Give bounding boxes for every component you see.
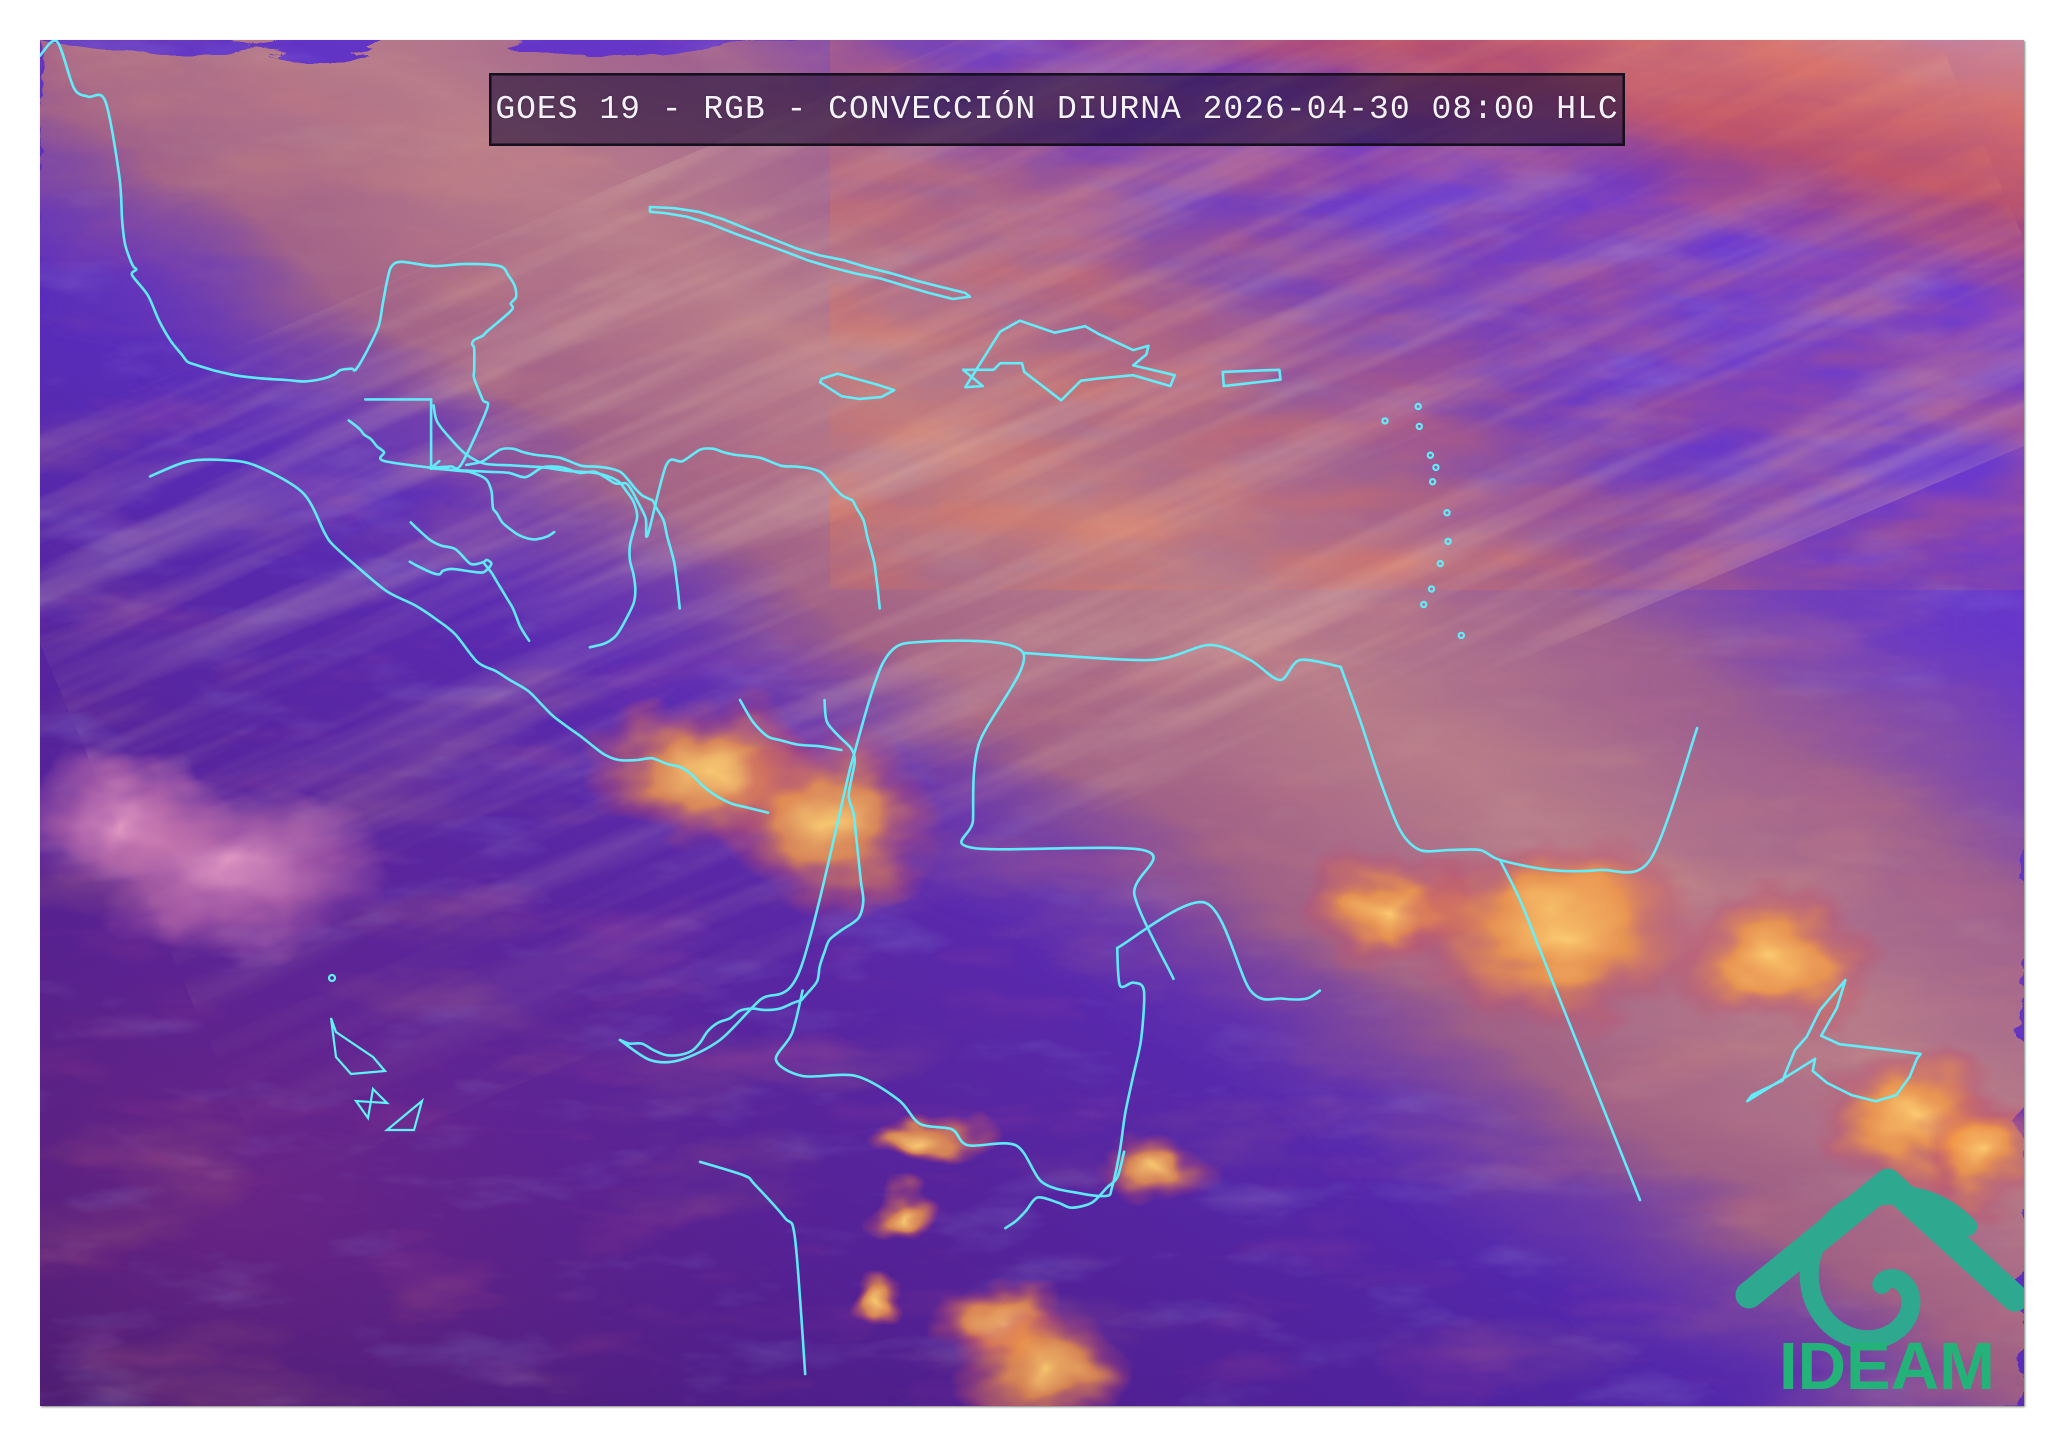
svg-text:IDEAM: IDEAM <box>1779 1329 1995 1404</box>
